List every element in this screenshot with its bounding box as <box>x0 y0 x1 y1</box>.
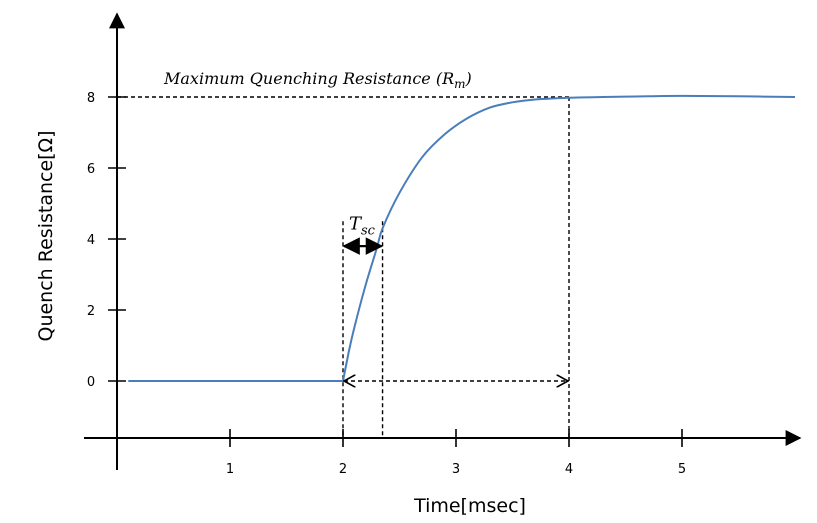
annotation-arrows <box>342 237 568 381</box>
y-tick-label-0: 0 <box>87 375 95 390</box>
y-tick-label-2: 2 <box>87 304 95 319</box>
maximum-resistance-label: Maximum Quenching Resistance (Rm) <box>163 69 472 91</box>
y-tick-label-8: 8 <box>87 91 95 106</box>
x-tick-label-3: 3 <box>452 462 460 477</box>
max-label-text: Maximum Quenching Resistance ( <box>163 69 443 88</box>
x-axis-title: Time[msec] <box>413 495 526 517</box>
max-label-symbol: R <box>441 69 454 88</box>
tsc-symbol: T <box>349 213 363 234</box>
x-ticks: 1 2 3 4 5 <box>226 429 686 477</box>
x-tick-label-1: 1 <box>226 462 234 477</box>
quench-resistance-curve <box>128 94 796 382</box>
y-tick-label-6: 6 <box>87 162 95 177</box>
guide-lines <box>117 96 570 438</box>
y-axis-title: Quench Resistance[Ω] <box>35 131 57 342</box>
x-tick-label-2: 2 <box>339 462 347 477</box>
x-tick-label-4: 4 <box>565 462 573 477</box>
tsc-subscript: sc <box>361 223 376 238</box>
x-tick-label-5: 5 <box>678 462 686 477</box>
y-ticks: 0 2 4 6 8 <box>87 91 126 390</box>
max-label-close: ) <box>465 69 472 88</box>
tsc-label: Tsc <box>349 213 376 238</box>
max-label-subscript: m <box>454 77 465 91</box>
y-tick-label-4: 4 <box>87 233 95 248</box>
